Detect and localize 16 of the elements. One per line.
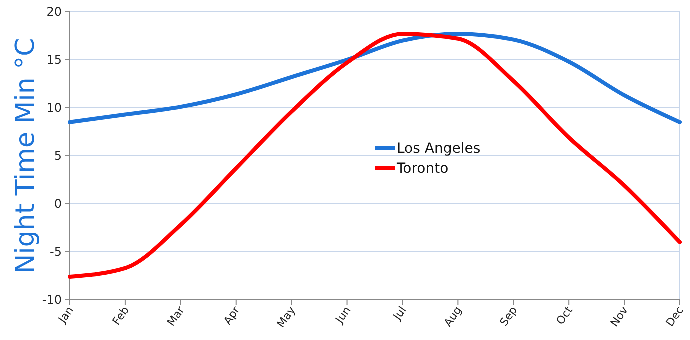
legend-label: Toronto — [396, 160, 449, 177]
legend-label: Los Angeles — [397, 140, 481, 157]
y-tick-label: 15 — [46, 53, 62, 68]
x-tick-label: Jun — [332, 304, 354, 327]
x-tick-label: Jul — [390, 304, 410, 324]
x-tick-label: Oct — [554, 304, 576, 328]
line-series — [68, 32, 682, 124]
line-series — [68, 32, 682, 279]
y-tick-label: 5 — [54, 149, 62, 164]
y-tick-label: -5 — [50, 245, 62, 260]
x-tick-label: Feb — [110, 304, 132, 328]
y-tick-label: 0 — [54, 197, 62, 212]
y-tick-label: 20 — [46, 5, 62, 20]
y-tick-label: 10 — [46, 101, 62, 116]
y-axis-title: Night Time Min °C — [11, 38, 41, 274]
x-tick-label: Sep — [498, 304, 520, 329]
